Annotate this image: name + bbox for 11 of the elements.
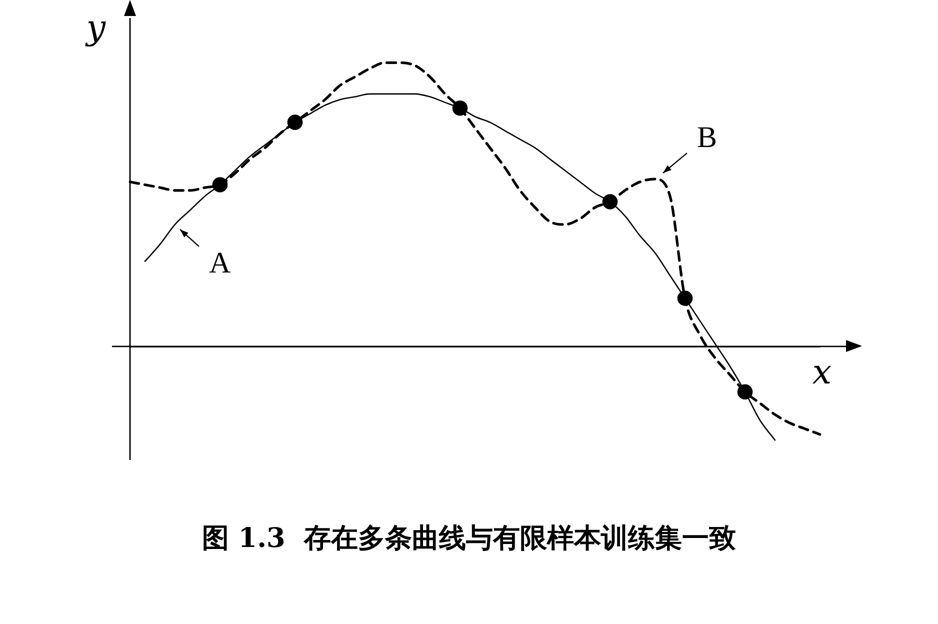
point [602,194,618,210]
y-axis-title: y [84,8,106,48]
point [452,100,468,116]
point [287,114,303,130]
point [737,384,753,400]
point [677,290,693,306]
annotation: A [209,246,232,280]
annotation: B [696,120,718,154]
point [212,177,228,192]
x-axis-title: x [812,352,832,392]
text: 图 1.3 存在多条曲线与有限样本训练集一致 [200,522,738,556]
